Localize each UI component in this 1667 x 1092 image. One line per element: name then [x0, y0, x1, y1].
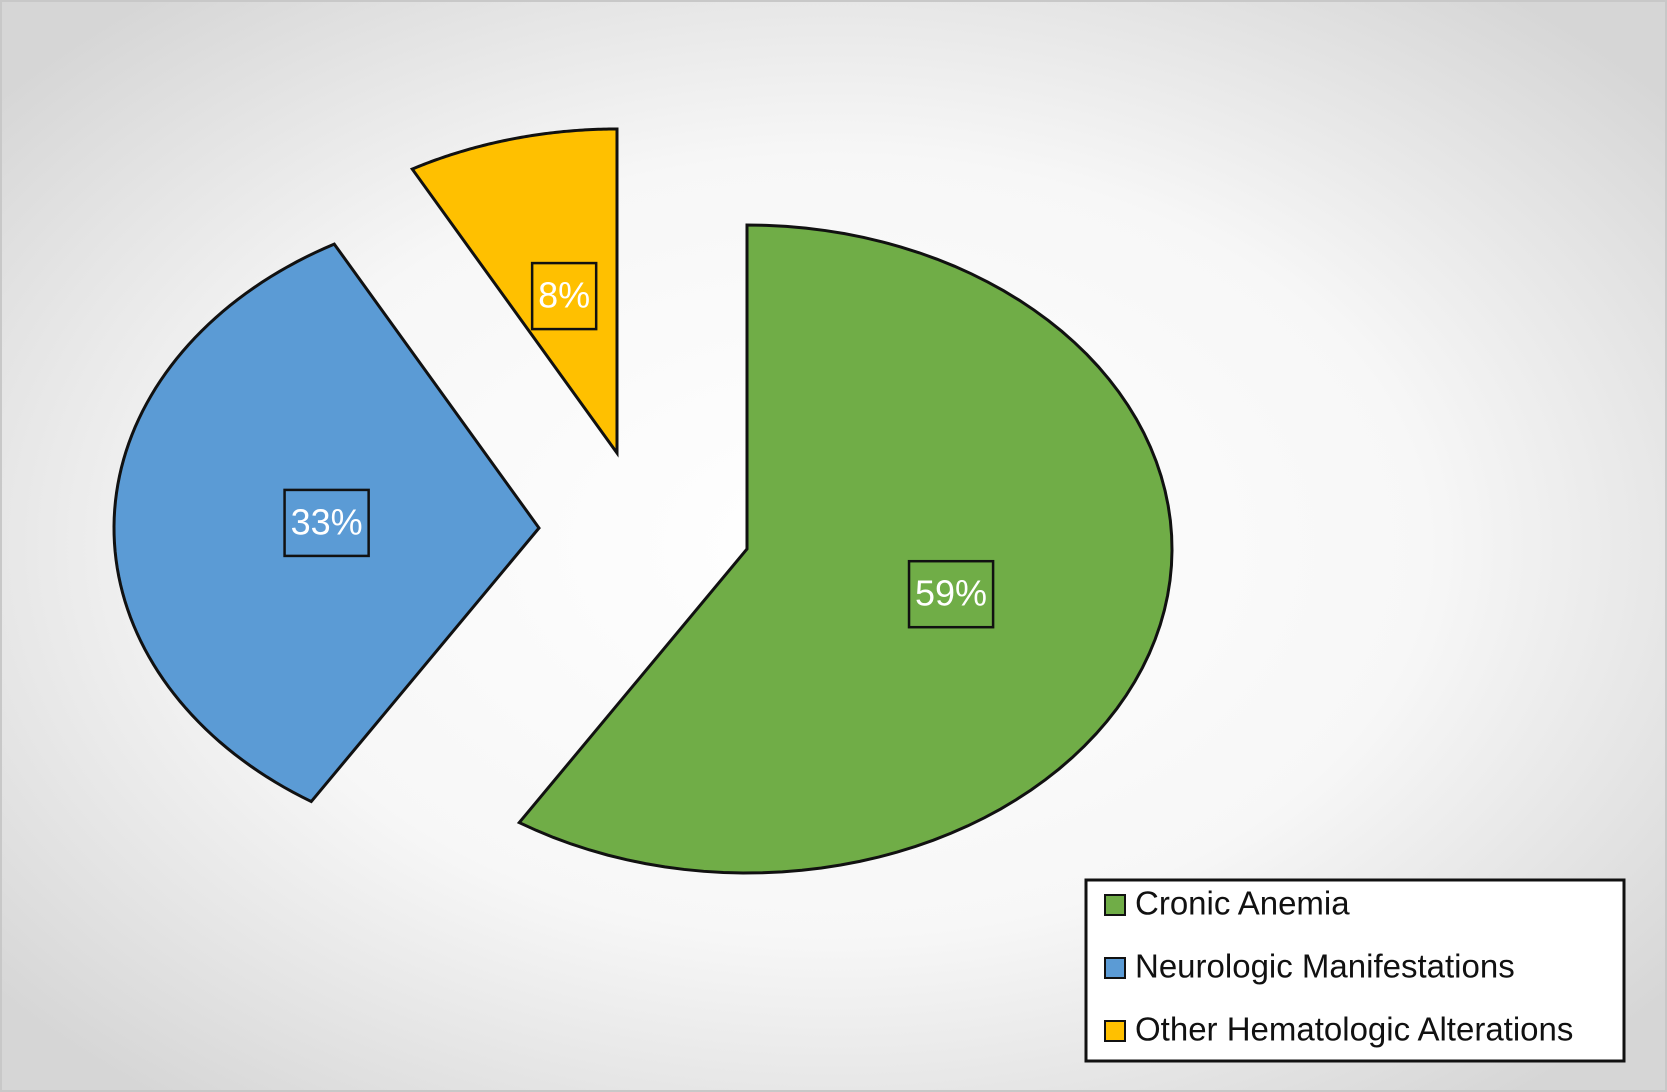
data-label-group: 33% — [283, 488, 370, 558]
legend-label: Cronic Anemia — [1135, 885, 1350, 922]
data-label-box — [530, 261, 598, 331]
data-label-group: 59% — [907, 559, 995, 629]
legend-label: Neurologic Manifestations — [1135, 948, 1515, 985]
legend-swatch — [1104, 894, 1126, 916]
pie-slice — [409, 127, 619, 458]
data-label-box — [283, 488, 370, 558]
legend: Cronic Anemia Neurologic Manifestations Ot… — [1084, 878, 1626, 1063]
data-label-group: 8% — [530, 261, 598, 331]
legend-box — [1084, 878, 1626, 1063]
legend-swatch — [1104, 957, 1126, 979]
pie-slice — [516, 223, 1174, 875]
legend-swatch — [1104, 1020, 1126, 1042]
data-label: 33% — [291, 501, 363, 542]
data-label: 8% — [538, 275, 590, 316]
data-label: 59% — [915, 573, 987, 614]
legend-label: Other Hematologic Alterations — [1135, 1011, 1573, 1048]
data-label-box — [907, 559, 995, 629]
